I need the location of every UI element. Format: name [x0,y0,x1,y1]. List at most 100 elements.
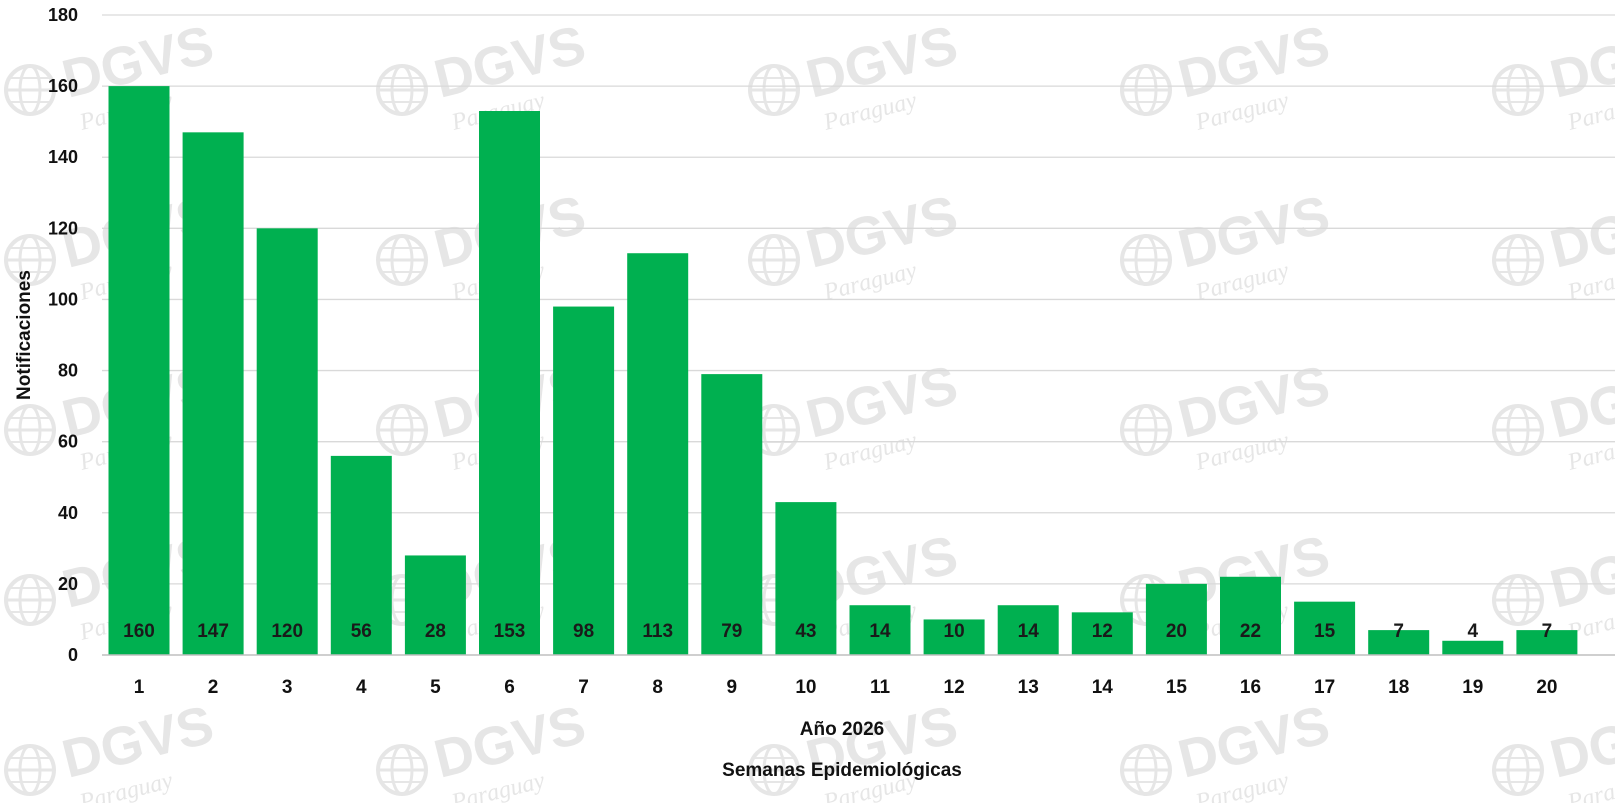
bar-value-label: 160 [123,621,155,642]
bar-value-label: 4 [1468,621,1479,642]
bar-value-label: 14 [1018,621,1040,642]
x-tick-label: 11 [870,677,891,698]
watermark-brand: DGVS [1544,354,1615,449]
x-tick-label: 13 [1018,677,1039,698]
y-tick-label: 140 [48,147,78,167]
bar [1220,576,1281,655]
x-tick-label: 9 [727,677,738,698]
x-tick-label: 2 [208,677,219,698]
bar-value-label: 22 [1240,621,1261,642]
bars [108,86,1578,656]
bar [108,86,170,656]
globe-icon [4,744,56,796]
y-axis-title: Notificaciones [14,270,35,400]
bar-value-label: 120 [271,621,303,642]
bar-value-label: 10 [944,621,965,642]
y-tick-label: 40 [58,503,78,523]
bar [182,132,244,656]
bar-value-label: 113 [642,621,673,642]
watermark-brand: DGVS [1544,184,1615,279]
y-axis-ticks: 0 20 40 60 80 100 120 140 160 180 [48,5,78,665]
x-tick-label: 10 [795,677,816,698]
y-tick-label: 120 [48,218,78,238]
globe-icon [4,234,56,286]
bar [997,605,1059,655]
bar [553,306,615,655]
x-tick-label: 17 [1314,677,1335,698]
bar [1145,583,1207,655]
globe-icon [1492,744,1544,796]
globe-icon [748,64,800,116]
bar-value-label: 7 [1393,621,1404,642]
y-tick-label: 160 [48,76,78,96]
bar [1071,612,1133,655]
bar-value-label: 20 [1166,621,1187,642]
x-tick-label: 18 [1388,677,1409,698]
globe-icon [1120,744,1172,796]
bar-value-label: 28 [425,621,446,642]
globe-icon [1120,404,1172,456]
x-tick-label: 15 [1166,677,1188,698]
globe-icon [1492,64,1544,116]
globe-icon [1492,234,1544,286]
x-tick-label: 7 [578,677,589,698]
bar [1294,601,1356,655]
x-tick-label: 16 [1240,677,1261,698]
globe-icon [1492,574,1544,626]
bar-value-label: 56 [351,621,372,642]
globe-icon [1492,404,1544,456]
x-tick-label: 4 [356,677,367,698]
bar [256,228,318,656]
bar-value-label: 98 [573,621,594,642]
bar [479,111,540,655]
x-tick-label: 6 [504,677,515,698]
bar-value-label: 12 [1092,621,1113,642]
y-tick-label: 100 [48,289,78,309]
bar-value-label: 79 [721,621,742,642]
globe-icon [4,404,56,456]
bar [701,374,763,655]
bar-value-label: 43 [795,621,816,642]
bar [627,253,689,655]
globe-icon [376,744,428,796]
watermark-brand: DGVS [1544,694,1615,789]
value-labels: 160 147 120 56 28 153 98 113 79 43 14 10 14 12 20 22 15 7… [123,621,1552,642]
y-tick-label: 60 [58,432,78,452]
x-tick-label: 8 [652,677,663,698]
bar [849,605,911,655]
bar [1516,630,1578,655]
x-axis-title: Semanas Epidemiológicas [722,760,962,781]
x-tick-label: 1 [134,677,145,698]
bar-value-label: 7 [1542,621,1553,642]
bar [775,502,837,655]
bar [1442,640,1504,655]
globe-icon [1120,234,1172,286]
globe-icon [4,574,56,626]
globe-icon [376,64,428,116]
watermark-brand: DGVS [1544,14,1615,109]
x-tick-label: 3 [282,677,293,698]
x-tick-label: 19 [1462,677,1483,698]
x-tick-label: 20 [1536,677,1557,698]
y-tick-label: 20 [58,574,78,594]
globe-icon [748,234,800,286]
globe-icon [376,234,428,286]
y-tick-label: 180 [48,5,78,25]
globe-icon [748,744,800,796]
x-tick-label: 12 [944,677,965,698]
bar-value-label: 15 [1314,621,1336,642]
gridlines [102,14,1615,585]
